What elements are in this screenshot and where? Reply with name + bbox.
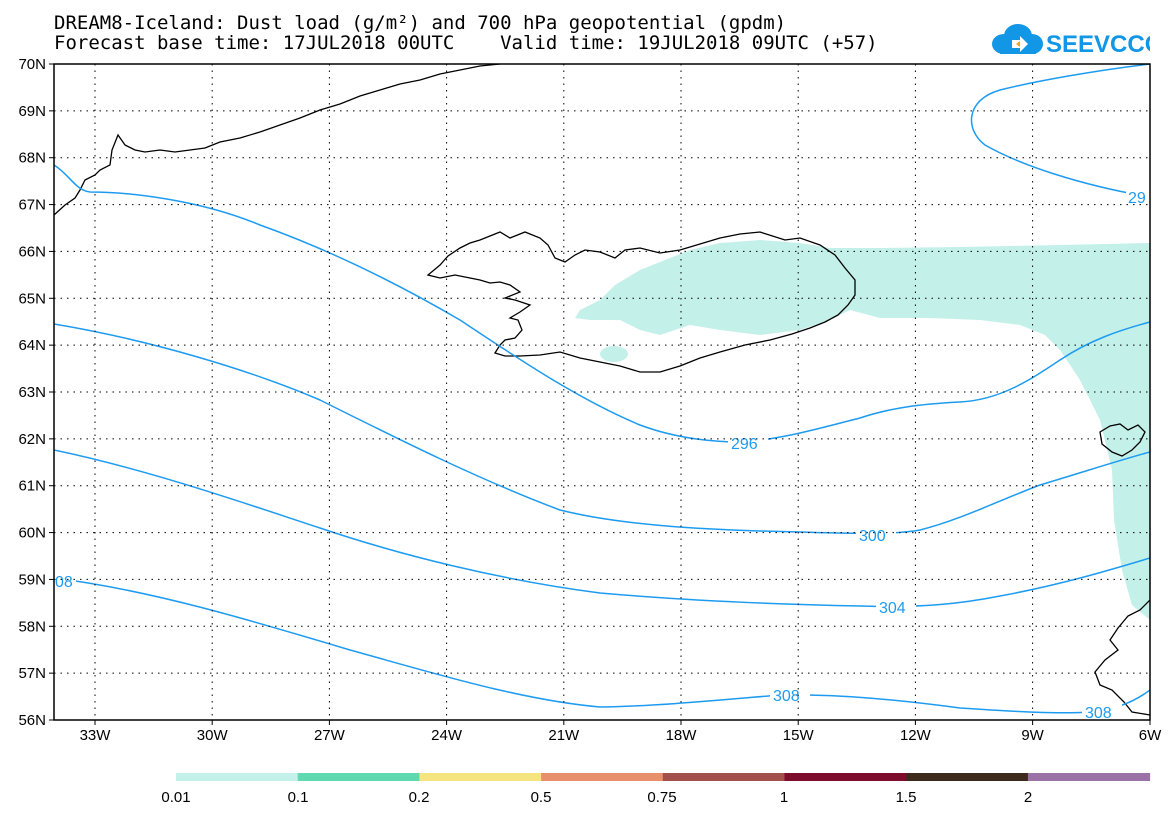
lat-label: 64N xyxy=(18,337,46,354)
lon-label: 18W xyxy=(666,727,698,744)
lat-label: 59N xyxy=(18,571,46,588)
legend-value: 0.01 xyxy=(161,789,190,806)
faroe-coast xyxy=(1099,423,1146,457)
dust-load-area xyxy=(575,240,1150,620)
lat-label: 57N xyxy=(18,665,46,682)
legend-value: 1.5 xyxy=(896,789,917,806)
legend-labels: 0.01 0.1 0.2 0.5 0.75 1 1.5 2 xyxy=(161,789,1032,806)
lat-label: 61N xyxy=(18,478,46,495)
lat-label: 58N xyxy=(18,618,46,635)
latitude-labels: 70N 69N 68N 67N 66N 65N 64N 63N 62N 61N 60N 59N 58N 5… xyxy=(18,56,46,729)
contour-label-296: 296 xyxy=(731,436,758,453)
lon-label: 12W xyxy=(900,727,932,744)
legend-swatch xyxy=(176,773,299,781)
legend-value: 0.2 xyxy=(409,789,430,806)
contour-label-308-left: 08 xyxy=(55,574,73,591)
lat-label: 56N xyxy=(18,712,46,729)
map-subtitle: Forecast base time: 17JUL2018 00UTC Vali… xyxy=(54,32,878,54)
legend-value: 0.5 xyxy=(531,789,552,806)
legend-colorbar xyxy=(176,773,1151,781)
lon-label: 6W xyxy=(1139,727,1162,744)
contour-label-292-right: 29 xyxy=(1128,190,1146,207)
lon-label: 30W xyxy=(197,727,229,744)
legend-value: 0.1 xyxy=(288,789,309,806)
lat-label: 66N xyxy=(18,243,46,260)
legend-swatch xyxy=(1027,773,1151,781)
lat-label: 67N xyxy=(18,197,46,214)
contour-label-300: 300 xyxy=(859,528,886,545)
legend-swatch xyxy=(541,773,664,781)
lat-label: 60N xyxy=(18,525,46,542)
longitude-labels: 33W 30W 27W 24W 21W 18W 15W 12W 9W 6W xyxy=(80,727,1163,744)
contour-300 xyxy=(54,323,1150,535)
legend-swatch xyxy=(419,773,542,781)
lon-label: 21W xyxy=(548,727,580,744)
legend-swatch xyxy=(784,773,907,781)
legend-value: 1 xyxy=(780,789,788,806)
lon-label: 24W xyxy=(431,727,463,744)
scotland-coast xyxy=(1094,599,1150,716)
seevccc-logo: SEEVCCC xyxy=(992,24,1150,58)
coastlines xyxy=(54,64,1150,716)
contour-308 xyxy=(54,577,1150,714)
contour-296 xyxy=(54,164,1150,443)
logo-text: SEEVCCC xyxy=(1046,31,1150,58)
map-title: DREAM8-Iceland: Dust load (g/m²) and 700… xyxy=(54,12,787,34)
lon-label: 9W xyxy=(1021,727,1044,744)
iceland-coast xyxy=(426,231,856,373)
lon-label: 15W xyxy=(783,727,815,744)
dust-plume-main xyxy=(575,240,1150,620)
axis-ticks xyxy=(49,63,1151,725)
map-frame xyxy=(53,63,1151,721)
lat-label: 65N xyxy=(18,290,46,307)
lat-label: 62N xyxy=(18,431,46,448)
legend-swatch xyxy=(297,773,420,781)
lon-label: 33W xyxy=(80,727,112,744)
contour-label-308: 308 xyxy=(773,688,800,705)
contour-label-304: 304 xyxy=(879,600,906,617)
graticule xyxy=(54,64,1150,720)
legend-value: 0.75 xyxy=(647,789,676,806)
contour-label-308-right: 308 xyxy=(1085,705,1112,722)
cloud-icon xyxy=(992,24,1043,54)
lat-label: 68N xyxy=(18,150,46,167)
contour-labels: 296 300 304 308 308 08 29 xyxy=(54,188,1150,722)
lat-label: 69N xyxy=(18,103,46,120)
lat-label: 70N xyxy=(18,56,46,73)
greenland-coast xyxy=(54,64,501,216)
legend-value: 2 xyxy=(1024,789,1032,806)
lon-label: 27W xyxy=(314,727,346,744)
contour-304 xyxy=(54,449,1150,608)
dust-patch-small xyxy=(600,346,628,362)
legend-swatch xyxy=(662,773,785,781)
geopotential-contours xyxy=(54,64,1150,714)
contour-292 xyxy=(970,64,1150,198)
lat-label: 63N xyxy=(18,384,46,401)
legend-swatch xyxy=(906,773,1029,781)
